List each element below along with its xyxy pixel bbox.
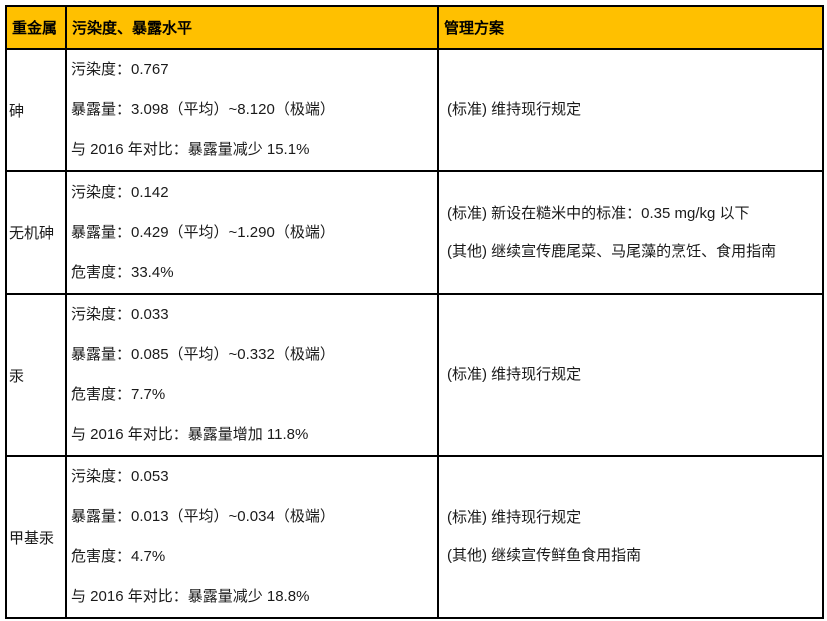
table-row-arsenic: 砷 污染度：0.767 暴露量：3.098（平均）~8.120（极端） 与 20… bbox=[5, 48, 824, 172]
plan-item: (标准) 新设在糙米中的标准：0.35 mg/kg 以下 bbox=[447, 204, 750, 222]
plan-item: (标准) 维持现行规定 bbox=[447, 366, 582, 383]
details-cell: 污染度：0.767 暴露量：3.098（平均）~8.120（极端） 与 2016… bbox=[65, 48, 439, 172]
plan-cell: (标准) 维持现行规定 (其他) 继续宣传鲜鱼食用指南 bbox=[437, 455, 824, 619]
detail-line: 污染度：0.033 bbox=[71, 306, 169, 323]
header-plan: 管理方案 bbox=[437, 5, 824, 50]
header-exposure: 污染度、暴露水平 bbox=[65, 5, 439, 50]
metal-name: 甲基汞 bbox=[5, 455, 67, 619]
plan-item: (其他) 继续宣传鹿尾菜、马尾藻的烹饪、食用指南 bbox=[447, 242, 777, 260]
details-cell: 污染度：0.142 暴露量：0.429（平均）~1.290（极端） 危害度：33… bbox=[65, 170, 439, 295]
detail-line: 污染度：0.142 bbox=[71, 183, 169, 201]
detail-line: 污染度：0.053 bbox=[71, 468, 169, 485]
header-metal: 重金属 bbox=[5, 5, 67, 50]
plan-cell: (标准) 新设在糙米中的标准：0.35 mg/kg 以下 (其他) 继续宣传鹿尾… bbox=[437, 170, 824, 295]
table-row-inorganic-arsenic: 无机砷 污染度：0.142 暴露量：0.429（平均）~1.290（极端） 危害… bbox=[5, 170, 824, 295]
detail-line: 暴露量：0.085（平均）~0.332（极端） bbox=[71, 346, 335, 363]
detail-line: 与 2016 年对比：暴露量减少 15.1% bbox=[71, 141, 310, 158]
plan-cell: (标准) 维持现行规定 bbox=[437, 48, 824, 172]
details-cell: 污染度：0.053 暴露量：0.013（平均）~0.034（极端） 危害度：4.… bbox=[65, 455, 439, 619]
detail-line: 危害度：4.7% bbox=[71, 548, 166, 565]
plan-cell: (标准) 维持现行规定 bbox=[437, 293, 824, 457]
details-cell: 污染度：0.033 暴露量：0.085（平均）~0.332（极端） 危害度：7.… bbox=[65, 293, 439, 457]
detail-line: 污染度：0.767 bbox=[71, 61, 169, 78]
metal-name: 汞 bbox=[5, 293, 67, 457]
detail-line: 暴露量：0.429（平均）~1.290（极端） bbox=[71, 223, 335, 241]
detail-line: 与 2016 年对比：暴露量增加 11.8% bbox=[71, 426, 309, 443]
metal-name: 砷 bbox=[5, 48, 67, 172]
plan-item: (标准) 维持现行规定 bbox=[447, 509, 582, 526]
plan-item: (其他) 继续宣传鲜鱼食用指南 bbox=[447, 547, 642, 564]
detail-line: 危害度：7.7% bbox=[71, 386, 166, 403]
heavy-metals-table: 重金属 污染度、暴露水平 管理方案 砷 污染度：0.767 暴露量：3.098（… bbox=[5, 5, 824, 619]
detail-line: 与 2016 年对比：暴露量减少 18.8% bbox=[71, 588, 310, 605]
metal-name: 无机砷 bbox=[5, 170, 67, 295]
header-row: 重金属 污染度、暴露水平 管理方案 bbox=[5, 5, 824, 50]
table-row-mercury: 汞 污染度：0.033 暴露量：0.085（平均）~0.332（极端） 危害度：… bbox=[5, 293, 824, 457]
table-row-methylmercury: 甲基汞 污染度：0.053 暴露量：0.013（平均）~0.034（极端） 危害… bbox=[5, 455, 824, 619]
detail-line: 暴露量：0.013（平均）~0.034（极端） bbox=[71, 508, 335, 525]
plan-item: (标准) 维持现行规定 bbox=[447, 101, 582, 118]
detail-line: 危害度：33.4% bbox=[71, 263, 174, 281]
detail-line: 暴露量：3.098（平均）~8.120（极端） bbox=[71, 101, 335, 118]
